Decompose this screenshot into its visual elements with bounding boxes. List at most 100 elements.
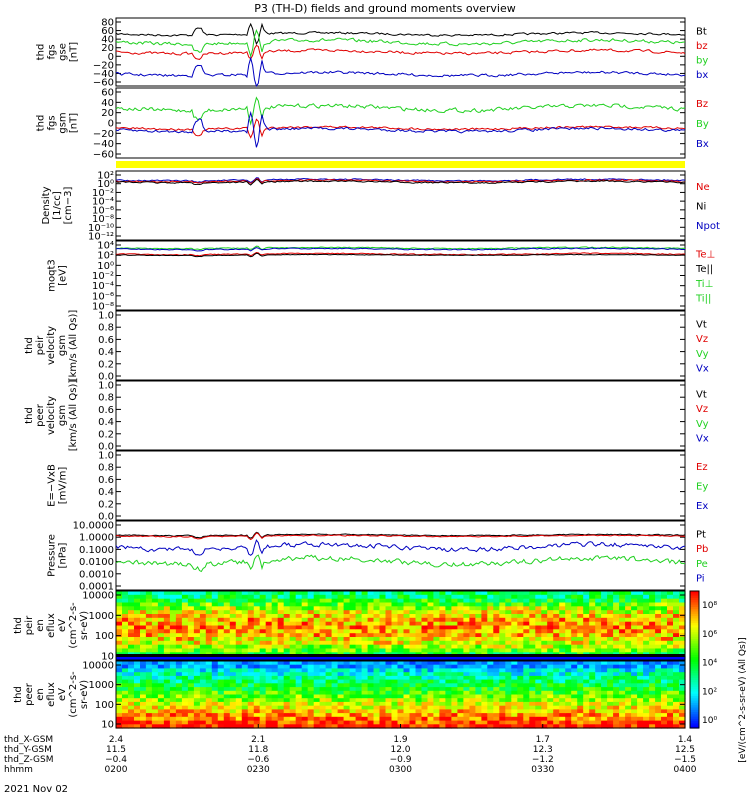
y-tick-label: 0.0010 — [79, 569, 114, 580]
y-axis-label: peer — [24, 682, 35, 706]
chart-title: P3 (TH-D) fields and ground moments over… — [254, 2, 516, 15]
y-tick-label: 60 — [101, 88, 114, 99]
colorbar-tick: 10⁰ — [702, 716, 717, 726]
legend-Vy: Vy — [696, 349, 709, 360]
panel-peir-vel: 1.00.80.60.40.2 0.0 thd peir velocity gsm [km/… — [24, 310, 709, 383]
x-tick-label: 12.3 — [533, 745, 553, 755]
y-axis-label: en — [35, 688, 46, 701]
y-axis-label: gsm — [57, 405, 68, 426]
y-axis-label: gsm — [57, 335, 68, 356]
y-tick-label: 0.0 — [98, 512, 114, 523]
y-tick-label: −60 — [93, 150, 114, 161]
y-tick-label: 0.2 — [98, 499, 114, 510]
x-tick-label: 12.5 — [675, 745, 695, 755]
x-tick-label: 1.7 — [536, 735, 550, 745]
series-bx-line — [115, 56, 686, 88]
legend-bz: bz — [696, 41, 708, 52]
x-tick-label: 2.1 — [251, 735, 265, 745]
series-Pe-line — [115, 554, 686, 573]
y-tick-label: 10⁻⁶ — [92, 291, 114, 302]
legend-Te⊥: Te⊥ — [695, 249, 715, 260]
legend-Vx: Vx — [696, 434, 709, 445]
y-axis-label: peir — [24, 615, 35, 635]
y-axis-label: [km/s (All Qs)] — [68, 380, 79, 452]
series-Bz-line — [115, 118, 686, 139]
y-axis-label: gse — [58, 43, 69, 61]
y-axis-label: thd — [36, 44, 47, 61]
y-axis-label: velocity — [46, 396, 57, 435]
y-tick-label: −60 — [93, 78, 114, 89]
legend-Vt: Vt — [696, 389, 707, 400]
panel-frame — [115, 520, 686, 591]
legend-bx: bx — [696, 70, 708, 81]
x-row-label: thd_Z-GSM — [4, 755, 53, 765]
y-tick-label: 20 — [101, 43, 114, 54]
y-axis-label: [nT] — [69, 42, 80, 62]
y-tick-label: 0.0 — [98, 442, 114, 453]
legend-Npot: Npot — [696, 221, 720, 232]
spacecraft-potential-band — [116, 654, 685, 657]
legend-by: by — [696, 55, 708, 66]
panel-frame — [115, 87, 686, 159]
legend-Vy: Vy — [696, 419, 709, 430]
legend-Vz: Vz — [696, 334, 708, 345]
y-tick-label: 1.0 — [98, 311, 114, 322]
y-tick-label: 10⁴ — [97, 241, 114, 252]
legend-Vz: Vz — [696, 404, 708, 415]
y-axis-label: thd — [24, 337, 35, 354]
x-tick-label: 0200 — [105, 765, 128, 775]
series-Pi-line — [115, 539, 686, 556]
x-tick-label: −0.6 — [247, 755, 269, 765]
x-tick-label: 11.8 — [248, 745, 268, 755]
series-Te-par-line — [115, 247, 686, 252]
colorbar: 10⁸ 10⁶ 10⁴ 10² 10⁰ [eV/(cm^2-s-sr-eV) (All Q… — [689, 590, 748, 763]
y-tick-label: 10.0000 — [73, 521, 114, 532]
date-label: 2021 Nov 02 — [4, 784, 68, 795]
panel-frame — [115, 310, 686, 381]
y-tick-label: 40 — [101, 98, 114, 109]
y-tick-label: −20 — [93, 129, 114, 140]
y-axis-label: [nPa] — [58, 542, 69, 568]
x-tick-label: 1.4 — [678, 735, 693, 745]
y-axis-label: [eV] — [58, 265, 69, 286]
y-tick-label: 10⁻² — [92, 271, 114, 282]
y-tick-label: 0.2 — [98, 359, 114, 370]
y-tick-label: 10⁻⁴ — [92, 281, 114, 292]
y-tick-label: 10 — [101, 652, 114, 663]
y-tick-label: 0.1000 — [79, 545, 114, 556]
panel-frame — [115, 590, 686, 661]
y-axis-label: Density — [41, 186, 52, 224]
y-axis-label: fgs — [47, 44, 58, 59]
y-tick-label: 60 — [101, 26, 114, 37]
y-tick-label: 10⁰ — [97, 179, 114, 190]
y-tick-label: 0.0100 — [79, 557, 114, 568]
x-tick-label: −0.9 — [390, 755, 412, 765]
series-by-line — [115, 29, 686, 58]
y-tick-label: −40 — [93, 139, 114, 150]
y-axis-label: peer — [35, 403, 46, 427]
series-Pb-line — [115, 532, 686, 541]
y-axis-label: Pressure — [47, 534, 58, 577]
y-tick-label: 10⁻⁴ — [92, 197, 114, 208]
y-tick-label: 20 — [101, 108, 114, 119]
y-axis-label: (cm^2-s- — [68, 602, 79, 649]
y-tick-label: 10000 — [82, 661, 114, 672]
x-tick-label: −1.5 — [674, 755, 696, 765]
y-tick-label: 0.4 — [98, 417, 114, 428]
y-tick-label: 40 — [101, 35, 114, 46]
colorbar-tick: 10⁴ — [702, 659, 717, 669]
y-tick-label: 0.4 — [98, 347, 114, 358]
panel-frame — [115, 170, 686, 241]
y-tick-label: 10⁻¹² — [88, 232, 114, 243]
legend-Ti⊥: Ti⊥ — [695, 279, 713, 290]
x-tick-label: 0400 — [674, 765, 697, 775]
y-axis-label: thd — [36, 115, 47, 132]
y-tick-label: 1.0 — [98, 451, 114, 462]
legend-Pe: Pe — [696, 559, 708, 570]
y-axis-label: velocity — [46, 326, 57, 365]
y-axis-label: sr-eV) — [79, 611, 90, 640]
